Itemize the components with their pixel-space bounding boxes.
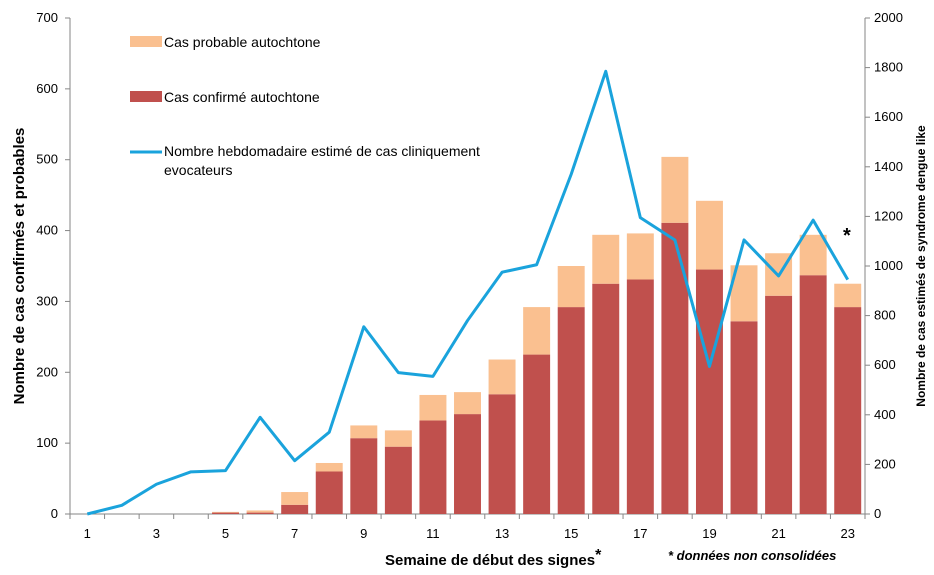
legend: Cas probable autochtone Cas confirmé aut… — [130, 34, 480, 178]
x-tick-label: 5 — [222, 526, 229, 541]
bar-confirme — [523, 354, 551, 514]
y-left-tick-label: 400 — [36, 223, 58, 238]
y-left-tick-label: 200 — [36, 364, 58, 379]
bar-confirme — [212, 512, 240, 514]
bar-confirme — [730, 321, 758, 514]
bar-probable — [834, 283, 862, 308]
y-right-tick-label: 600 — [874, 357, 896, 372]
bar-probable — [557, 266, 585, 308]
bar-probable — [384, 430, 412, 447]
bar-confirme — [246, 512, 274, 514]
x-tick-label: 15 — [564, 526, 578, 541]
y-left-tick-label: 700 — [36, 10, 58, 25]
legend-swatch-confirme — [130, 91, 162, 102]
bar-confirme — [626, 279, 654, 514]
bar-confirme — [799, 275, 827, 514]
bar-probable — [523, 307, 551, 355]
x-tick-label: 23 — [840, 526, 854, 541]
y-right-tick-label: 0 — [874, 506, 881, 521]
y-left-tick-label: 0 — [51, 506, 58, 521]
left-axis-ticks: 0 100 200 300 400 500 600 700 — [36, 10, 70, 521]
bar-probable — [281, 492, 309, 505]
x-tick-label: 11 — [426, 526, 440, 541]
y-right-tick-label: 400 — [874, 407, 896, 422]
bar-probable — [592, 234, 620, 284]
x-axis-title: Semaine de début des signes* — [385, 547, 602, 569]
y-left-tick-label: 100 — [36, 435, 58, 450]
bar-probable — [212, 511, 240, 513]
bar-confirme — [281, 504, 309, 514]
bar-confirme — [592, 283, 620, 514]
bar-confirme — [557, 307, 585, 514]
bar-probable — [350, 425, 378, 439]
y-left-tick-label: 600 — [36, 81, 58, 96]
bar-confirme — [765, 295, 793, 514]
y-right-title: Nombre de cas estimés de syndrome dengue… — [914, 125, 928, 407]
bar-confirme — [315, 471, 343, 514]
y-right-tick-label: 1400 — [874, 159, 903, 174]
bar-confirme — [834, 307, 862, 514]
bar-probable — [454, 392, 481, 415]
x-tick-label: 17 — [633, 526, 647, 541]
bar-confirme — [419, 420, 447, 514]
legend-label-confirme: Cas confirmé autochtone — [164, 89, 320, 105]
x-tick-label: 13 — [495, 526, 509, 541]
x-axis-title-text: Semaine de début des signes — [385, 552, 595, 569]
y-right-tick-label: 2000 — [874, 10, 903, 25]
y-left-tick-label: 500 — [36, 152, 58, 167]
legend-label-line-1: Nombre hebdomadaire estimé de cas cliniq… — [164, 143, 480, 159]
y-left-title: Nombre de cas confirmés et probables — [11, 128, 28, 405]
x-axis-title-star: * — [595, 547, 602, 564]
y-right-tick-label: 1200 — [874, 208, 903, 223]
bar-probable — [661, 156, 689, 223]
note-text: * données non consolidées — [668, 548, 836, 563]
bar-probable — [246, 510, 274, 513]
legend-label-line-2: evocateurs — [164, 162, 232, 178]
x-tick-label: 1 — [84, 526, 91, 541]
y-right-tick-label: 800 — [874, 308, 896, 323]
y-right-tick-label: 1000 — [874, 258, 903, 273]
bar-confirme — [350, 438, 378, 514]
bar-probable — [488, 359, 516, 395]
bar-confirme — [384, 446, 412, 514]
x-axis-ticks: 1 3 5 7 9 11 13 15 17 19 21 23 — [69, 514, 866, 541]
bars-group — [212, 156, 862, 514]
x-tick-label: 9 — [360, 526, 367, 541]
x-tick-label: 19 — [702, 526, 716, 541]
legend-swatch-probable — [130, 36, 162, 47]
bar-probable — [315, 462, 343, 472]
bar-probable — [799, 234, 827, 276]
bar-probable — [419, 394, 447, 421]
bar-confirme — [661, 222, 689, 514]
legend-label-probable: Cas probable autochtone — [164, 34, 321, 50]
y-right-tick-label: 200 — [874, 456, 896, 471]
x-tick-label: 7 — [291, 526, 298, 541]
bar-probable — [626, 233, 654, 280]
y-left-tick-label: 300 — [36, 293, 58, 308]
y-right-tick-label: 1800 — [874, 60, 903, 75]
y-right-tick-label: 1600 — [874, 109, 903, 124]
x-tick-label: 3 — [153, 526, 160, 541]
asterisk-marker: * — [843, 225, 851, 247]
right-axis-ticks: 0 200 400 600 800 1000 1200 1400 1600 1800 2000 — [865, 10, 903, 521]
x-tick-label: 21 — [771, 526, 785, 541]
bar-probable — [695, 200, 723, 270]
bar-confirme — [488, 394, 516, 514]
bar-confirme — [454, 414, 481, 514]
line-series-group — [86, 69, 850, 516]
line-estimated-cases — [86, 69, 850, 516]
bar-confirme — [695, 269, 723, 514]
